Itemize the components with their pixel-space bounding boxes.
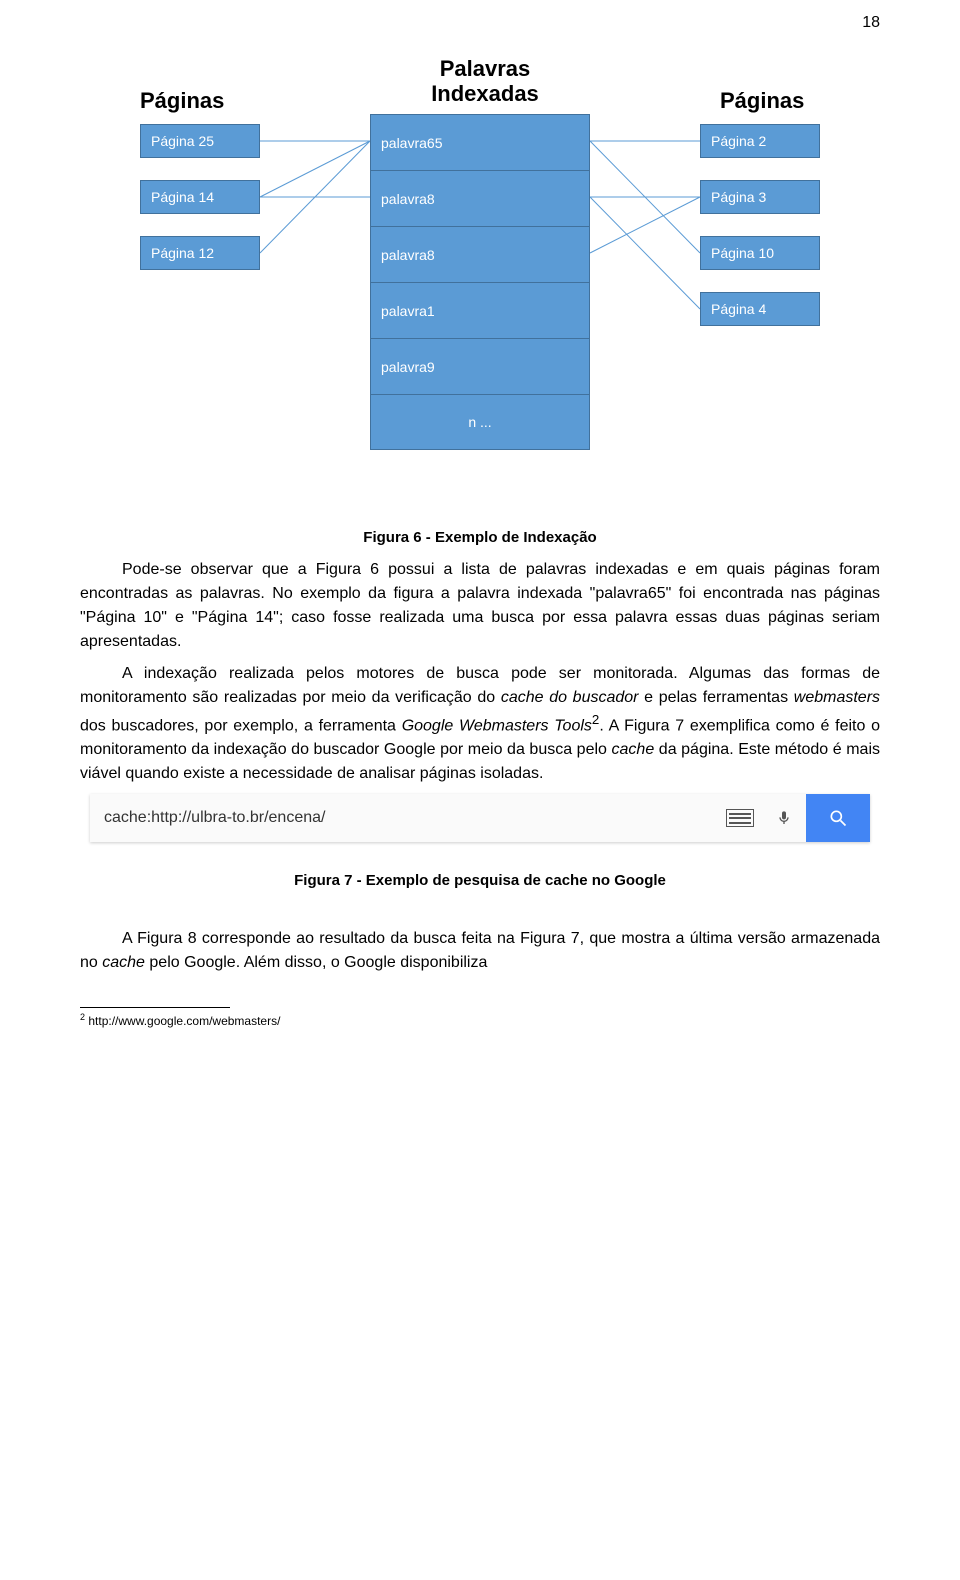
- right-node: Página 2: [700, 124, 820, 158]
- paragraph-1: Pode-se observar que a Figura 6 possui a…: [80, 558, 880, 654]
- center-node: n ...: [370, 394, 590, 450]
- left-node: Página 12: [140, 236, 260, 270]
- text-run: e pelas ferramentas: [639, 689, 794, 706]
- text-italic: cache: [102, 954, 145, 971]
- paragraph-3: A Figura 8 corresponde ao resultado da b…: [80, 927, 880, 975]
- center-title-line1: Palavras: [440, 56, 531, 81]
- footnote-text: http://www.google.com/webmasters/: [85, 1014, 280, 1028]
- center-node: palavra65: [370, 114, 590, 170]
- center-node: palavra9: [370, 338, 590, 394]
- text-run: dos buscadores, por exemplo, a ferrament…: [80, 717, 402, 734]
- text-run: pelo Google. Além disso, o Google dispon…: [145, 954, 487, 971]
- text-italic: Google Webmasters Tools: [402, 717, 592, 734]
- right-node: Página 10: [700, 236, 820, 270]
- left-node: Página 25: [140, 124, 260, 158]
- paragraph-2: A indexação realizada pelos motores de b…: [80, 662, 880, 786]
- text-italic: cache do buscador: [501, 689, 639, 706]
- document-page: 18 Páginas Palavras Indexadas Páginas Pá…: [0, 0, 960, 1068]
- right-column-title: Páginas: [720, 88, 804, 114]
- left-column-title: Páginas: [140, 88, 224, 114]
- text-italic: webmasters: [794, 689, 880, 706]
- figure6-caption: Figura 6 - Exemplo de Indexação: [80, 529, 880, 546]
- center-node: palavra8: [370, 170, 590, 226]
- search-input[interactable]: cache:http://ulbra-to.br/encena/: [90, 794, 718, 842]
- search-button[interactable]: [806, 794, 870, 842]
- right-node: Página 4: [700, 292, 820, 326]
- left-node: Página 14: [140, 180, 260, 214]
- google-search-bar: cache:http://ulbra-to.br/encena/: [90, 794, 870, 842]
- center-node: palavra1: [370, 282, 590, 338]
- footnote: 2 http://www.google.com/webmasters/: [80, 1012, 880, 1028]
- footnote-separator: [80, 1007, 230, 1008]
- text-italic: cache: [612, 741, 655, 758]
- center-column-title: Palavras Indexadas: [410, 56, 560, 107]
- figure7-caption: Figura 7 - Exemplo de pesquisa de cache …: [80, 872, 880, 889]
- center-title-line2: Indexadas: [431, 81, 539, 106]
- microphone-icon[interactable]: [762, 794, 806, 842]
- right-node: Página 3: [700, 180, 820, 214]
- keyboard-icon[interactable]: [718, 794, 762, 842]
- page-number: 18: [862, 14, 880, 32]
- indexing-diagram: Páginas Palavras Indexadas Páginas Págin…: [110, 44, 850, 519]
- center-node: palavra8: [370, 226, 590, 282]
